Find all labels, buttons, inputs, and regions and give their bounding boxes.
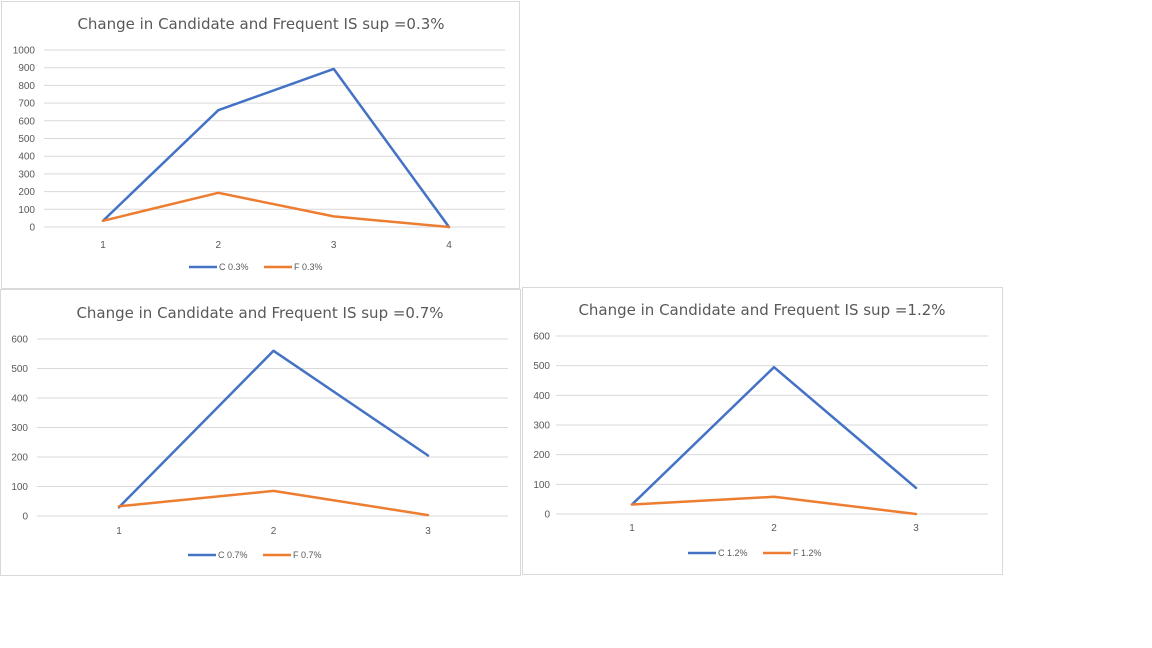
chart-1-legend-label: C 0.3% — [219, 262, 249, 272]
chart-2-series-c-line — [117, 349, 430, 509]
chart-3-legend-label: F 1.2% — [793, 548, 822, 558]
chart-1-y-tick-label: 0 — [29, 223, 35, 234]
chart-3-title: Change in Candidate and Frequent IS sup … — [578, 301, 945, 319]
chart-2-y-tick-label: 300 — [11, 423, 28, 434]
chart-1-y-tick-label: 700 — [18, 99, 35, 110]
chart-2-x-tick-label: 2 — [271, 526, 277, 537]
chart-1-y-tick-label: 800 — [18, 81, 35, 92]
chart-1-title: Change in Candidate and Frequent IS sup … — [77, 15, 444, 33]
chart-1-y-tick-label: 500 — [18, 134, 35, 145]
chart-2-legend-label: F 0.7% — [293, 550, 322, 560]
chart-2-x-tick-label: 1 — [116, 526, 122, 537]
chart-2-svg: Change in Candidate and Frequent IS sup … — [11, 304, 508, 560]
chart-1-y-tick-label: 900 — [18, 63, 35, 74]
chart-2-y-tick-label: 400 — [11, 394, 28, 405]
chart-3-x-tick-label: 3 — [913, 523, 919, 534]
chart-1-series-f-line — [101, 191, 451, 229]
chart-1-y-tick-label: 1000 — [13, 46, 36, 57]
chart-1-legend-label: F 0.3% — [294, 262, 323, 272]
chart-2-y-tick-label: 0 — [22, 512, 28, 523]
chart-1-series-c-line — [101, 67, 451, 229]
chart-1-x-tick-label: 1 — [100, 240, 106, 251]
chart-3-y-tick-label: 300 — [533, 421, 550, 432]
chart-2-legend-label: C 0.7% — [218, 550, 248, 560]
chart-3-y-tick-label: 100 — [533, 480, 550, 491]
chart-2-series-f-line — [117, 489, 430, 517]
chart-2-y-tick-label: 500 — [11, 364, 28, 375]
chart-1-x-tick-label: 4 — [446, 240, 452, 251]
chart-3-series-c-line — [630, 365, 918, 506]
chart-3-y-tick-label: 200 — [533, 450, 550, 461]
chart-1-y-tick-label: 600 — [18, 116, 35, 127]
chart-3-svg: Change in Candidate and Frequent IS sup … — [533, 301, 988, 558]
chart-3-y-tick-label: 600 — [533, 332, 550, 343]
chart-panel-1: Change in Candidate and Frequent IS sup … — [1, 1, 520, 289]
chart-3-x-tick-label: 2 — [771, 523, 777, 534]
chart-1-y-tick-label: 200 — [18, 187, 35, 198]
chart-1-svg: Change in Candidate and Frequent IS sup … — [13, 15, 505, 272]
chart-1-y-tick-label: 400 — [18, 152, 35, 163]
chart-1-x-tick-label: 3 — [331, 240, 337, 251]
chart-3-y-tick-label: 0 — [544, 510, 550, 521]
chart-3-series-f-line — [630, 495, 918, 516]
chart-1-x-tick-label: 2 — [216, 240, 222, 251]
chart-3-y-tick-label: 400 — [533, 391, 550, 402]
chart-2-y-tick-label: 600 — [11, 335, 28, 346]
chart-2-title: Change in Candidate and Frequent IS sup … — [76, 304, 443, 322]
chart-1-y-tick-label: 300 — [18, 169, 35, 180]
chart-2-y-tick-label: 100 — [11, 482, 28, 493]
chart-2-y-tick-label: 200 — [11, 453, 28, 464]
chart-2-x-tick-label: 3 — [425, 526, 431, 537]
chart-1-y-tick-label: 100 — [18, 205, 35, 216]
chart-3-x-tick-label: 1 — [629, 523, 635, 534]
chart-panel-3: Change in Candidate and Frequent IS sup … — [522, 287, 1003, 575]
chart-panel-2: Change in Candidate and Frequent IS sup … — [0, 289, 521, 576]
chart-3-y-tick-label: 500 — [533, 361, 550, 372]
chart-3-legend-label: C 1.2% — [718, 548, 748, 558]
